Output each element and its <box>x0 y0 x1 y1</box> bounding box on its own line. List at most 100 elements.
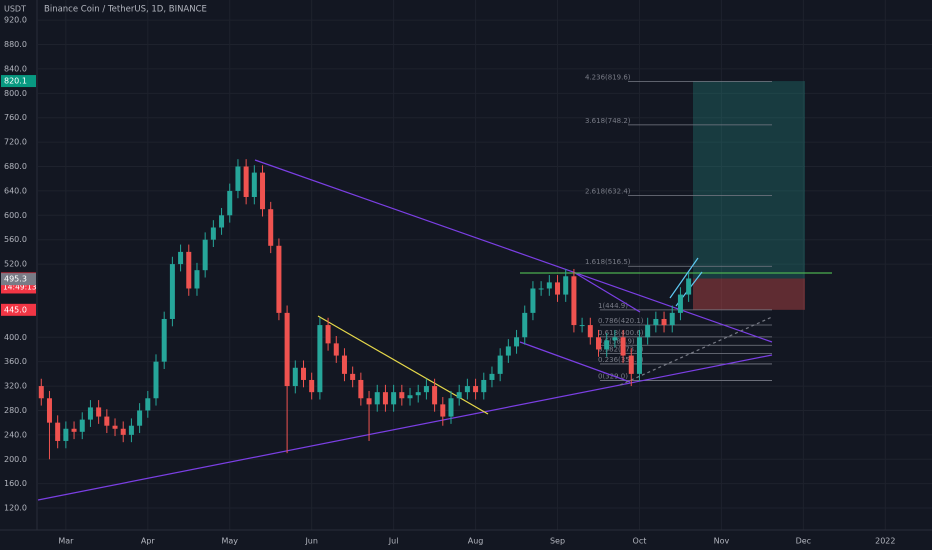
y-tick-label: 160.0 <box>4 479 27 488</box>
candle-body <box>636 337 642 374</box>
candle-body <box>645 325 651 338</box>
y-tick-label: 280.0 <box>4 406 27 415</box>
candle-body <box>38 386 44 399</box>
candle-body <box>546 282 552 289</box>
trend-line <box>254 159 773 343</box>
candle-body <box>686 278 692 295</box>
candle-body <box>423 386 429 393</box>
y-tick-label: 200.0 <box>4 455 27 464</box>
candle-body <box>292 367 298 387</box>
fib-label: 0.5(386.9) <box>598 337 635 345</box>
y-tick-label: 120.0 <box>4 504 27 513</box>
candle-body <box>112 425 118 429</box>
candle-body <box>628 355 634 374</box>
candle-body <box>96 407 102 417</box>
price-badge-label: 495.3 <box>4 275 27 284</box>
candle-body <box>87 407 93 420</box>
y-tick-label: 400.0 <box>4 333 27 342</box>
y-tick-label: 320.0 <box>4 382 27 391</box>
candle-body <box>210 227 216 240</box>
candle-body <box>538 288 544 290</box>
candle-body <box>137 410 143 426</box>
candle-body <box>374 392 380 405</box>
trend-line <box>669 257 699 299</box>
candle-body <box>284 312 290 387</box>
y-tick-label: 520.0 <box>4 260 27 269</box>
price-badge <box>1 75 36 88</box>
candle-body <box>481 379 487 393</box>
trend-line <box>574 272 641 313</box>
candle-body <box>128 425 134 435</box>
x-tick-label: Mar <box>58 537 74 546</box>
y-tick-label: 920.0 <box>4 16 27 25</box>
candle-body <box>399 392 405 399</box>
fib-label: 0.618(400.6) <box>598 329 644 337</box>
candle-body <box>333 343 339 356</box>
x-tick-label: Jun <box>304 537 318 546</box>
x-tick-label: 2022 <box>875 537 895 546</box>
candle-body <box>325 325 331 344</box>
candle-body <box>276 245 282 313</box>
candle-body <box>579 325 585 327</box>
candle-body <box>219 215 225 228</box>
candle-body <box>202 239 208 271</box>
y-tick-label: 680.0 <box>4 162 27 171</box>
candle-body <box>104 416 110 426</box>
candle-body <box>145 398 151 411</box>
candle-body <box>260 172 266 210</box>
candle-body <box>661 318 667 326</box>
fib-label: 0.786(420.1) <box>598 317 644 325</box>
candle-body <box>669 312 675 326</box>
drawings: 4.236(819.6) 3.618(748.2) 2.618(632.4) 1.61… <box>37 73 832 501</box>
candles <box>38 159 692 460</box>
candle-body <box>456 392 462 399</box>
fib-label: 4.236(819.6) <box>585 73 631 81</box>
candle-body <box>595 337 601 350</box>
candle-body <box>522 312 528 338</box>
fib-label: 1.618(516.5) <box>585 258 631 266</box>
x-tick-label: Apr <box>141 537 156 546</box>
candle-body <box>366 398 372 405</box>
candle-body <box>440 404 446 417</box>
candle-body <box>415 392 421 396</box>
candle-body <box>317 325 323 393</box>
candle-body <box>677 294 683 313</box>
candle-body <box>161 318 167 362</box>
candle-body <box>268 209 274 246</box>
x-tick-label: Nov <box>714 537 730 546</box>
candle-body <box>620 337 626 356</box>
y-tick-label: 800.0 <box>4 89 27 98</box>
candle-body <box>391 392 397 405</box>
fib-label: 2.618(632.4) <box>585 188 631 196</box>
candle-body <box>407 395 413 399</box>
x-tick-label: Oct <box>633 537 647 546</box>
y-tick-label: 880.0 <box>4 40 27 49</box>
candle-body <box>497 355 503 374</box>
stop-zone <box>693 278 805 310</box>
trend-line <box>619 316 773 386</box>
fib-label: 0(329.0) <box>598 373 628 381</box>
price-badge <box>1 303 36 316</box>
candle-body <box>235 166 241 191</box>
price-badge-label: 820.1 <box>4 77 27 86</box>
chart-title: Binance Coin / TetherUS, 1D, BINANCE <box>44 5 207 15</box>
y-tick-label: 840.0 <box>4 64 27 73</box>
candle-body <box>587 325 593 338</box>
y-tick-label: 600.0 <box>4 211 27 220</box>
candle-body <box>473 386 479 393</box>
candle-body <box>612 337 618 341</box>
candle-body <box>432 386 438 405</box>
candle-body <box>153 361 159 399</box>
x-tick-label: Dec <box>796 537 811 546</box>
fib-label: 1(444.9) <box>598 302 628 310</box>
candle-body <box>79 419 85 432</box>
candle-body <box>464 386 470 393</box>
candle-body <box>514 337 520 347</box>
candle-body <box>563 276 569 295</box>
candle-body <box>358 379 364 399</box>
candle-body <box>604 340 610 350</box>
y-tick-label: 640.0 <box>4 186 27 195</box>
x-tick-label: May <box>221 537 238 546</box>
